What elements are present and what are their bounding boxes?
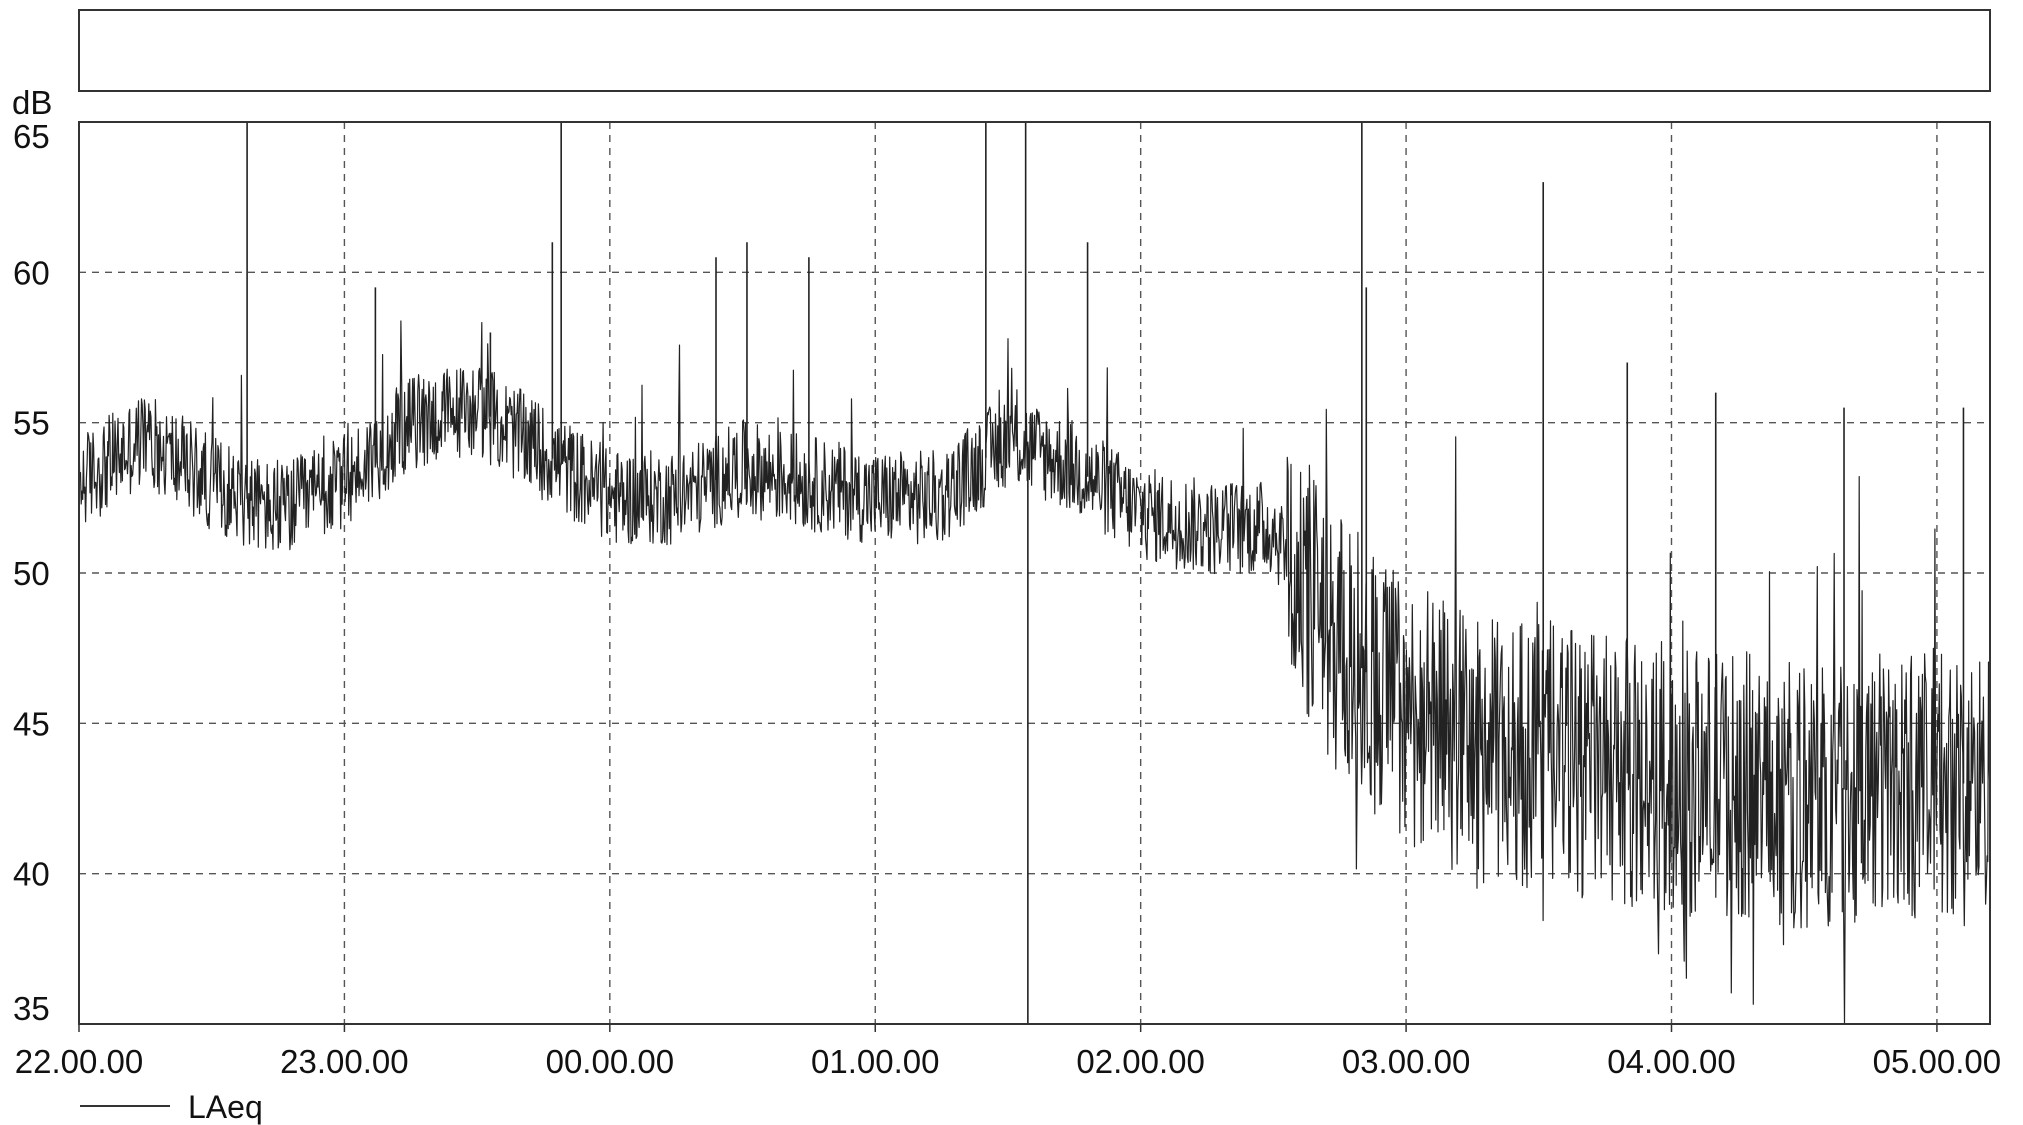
- legend: LAeq: [80, 1089, 263, 1125]
- y-tick-label-45: 45: [13, 705, 50, 742]
- series-line-laeq: [78, 320, 1991, 1025]
- x-axis-ticks: 22.00.00 23.00.00 00.00.00 01.00.00 02.00.00…: [15, 1024, 2001, 1080]
- x-tick-label-3: 01.00.00: [811, 1043, 939, 1080]
- legend-label-laeq: LAeq: [188, 1089, 263, 1125]
- x-tick-label-2: 00.00.00: [546, 1043, 674, 1080]
- y-axis-ticks: 35 40 45 50 55 60 65: [13, 118, 50, 1027]
- x-tick-label-6: 04.00.00: [1607, 1043, 1735, 1080]
- series-laeq-plot: [78, 122, 1991, 1025]
- x-tick-label-0: 22.00.00: [15, 1043, 143, 1080]
- y-tick-label-60: 60: [13, 254, 50, 291]
- y-tick-label-40: 40: [13, 856, 50, 893]
- plot-frame: [78, 121, 1991, 1025]
- x-tick-label-7: 05.00.00: [1873, 1043, 2001, 1080]
- overview-panel: [78, 9, 1991, 92]
- y-tick-label-65: 65: [13, 118, 50, 155]
- x-tick-label-5: 03.00.00: [1342, 1043, 1470, 1080]
- y-tick-label-35: 35: [13, 990, 50, 1027]
- y-axis-unit-label: dB: [12, 84, 52, 121]
- y-tick-label-55: 55: [13, 405, 50, 442]
- x-tick-label-4: 02.00.00: [1076, 1043, 1204, 1080]
- x-tick-label-1: 23.00.00: [280, 1043, 408, 1080]
- y-tick-label-50: 50: [13, 555, 50, 592]
